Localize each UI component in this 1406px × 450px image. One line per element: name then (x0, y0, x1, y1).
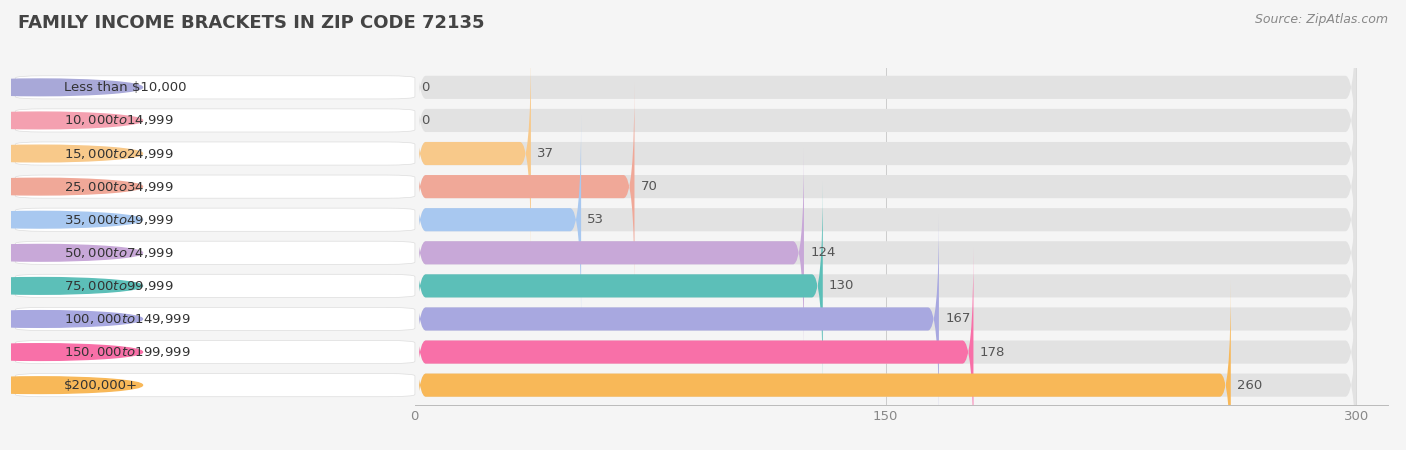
FancyBboxPatch shape (415, 248, 1357, 450)
Circle shape (0, 244, 142, 261)
FancyBboxPatch shape (415, 281, 1230, 450)
Text: 37: 37 (537, 147, 554, 160)
FancyBboxPatch shape (415, 215, 1357, 423)
Text: $25,000 to $34,999: $25,000 to $34,999 (65, 180, 174, 194)
Circle shape (0, 79, 142, 96)
FancyBboxPatch shape (415, 0, 1357, 192)
FancyBboxPatch shape (415, 182, 823, 390)
Text: Less than $10,000: Less than $10,000 (65, 81, 187, 94)
Circle shape (0, 310, 142, 327)
Circle shape (0, 344, 142, 360)
FancyBboxPatch shape (415, 82, 634, 291)
Circle shape (0, 212, 142, 228)
Text: $50,000 to $74,999: $50,000 to $74,999 (65, 246, 174, 260)
Text: Source: ZipAtlas.com: Source: ZipAtlas.com (1254, 14, 1388, 27)
Circle shape (0, 178, 142, 195)
Text: $75,000 to $99,999: $75,000 to $99,999 (65, 279, 174, 293)
FancyBboxPatch shape (15, 76, 415, 99)
FancyBboxPatch shape (15, 109, 415, 132)
FancyBboxPatch shape (415, 148, 1357, 357)
FancyBboxPatch shape (415, 50, 1357, 258)
Text: 124: 124 (810, 246, 835, 259)
Text: FAMILY INCOME BRACKETS IN ZIP CODE 72135: FAMILY INCOME BRACKETS IN ZIP CODE 72135 (18, 14, 485, 32)
Text: 70: 70 (641, 180, 658, 193)
Text: 178: 178 (980, 346, 1005, 359)
FancyBboxPatch shape (15, 374, 415, 397)
FancyBboxPatch shape (15, 307, 415, 331)
FancyBboxPatch shape (415, 281, 1357, 450)
Circle shape (0, 377, 142, 393)
FancyBboxPatch shape (415, 16, 1357, 225)
Text: 260: 260 (1237, 378, 1263, 392)
Text: $150,000 to $199,999: $150,000 to $199,999 (65, 345, 191, 359)
Text: 167: 167 (945, 312, 970, 325)
Text: $15,000 to $24,999: $15,000 to $24,999 (65, 147, 174, 161)
Text: 130: 130 (830, 279, 855, 292)
Text: $35,000 to $49,999: $35,000 to $49,999 (65, 213, 174, 227)
FancyBboxPatch shape (15, 341, 415, 364)
FancyBboxPatch shape (415, 116, 581, 324)
Text: 0: 0 (420, 81, 429, 94)
Text: $10,000 to $14,999: $10,000 to $14,999 (65, 113, 174, 127)
FancyBboxPatch shape (415, 248, 973, 450)
FancyBboxPatch shape (415, 50, 531, 258)
FancyBboxPatch shape (15, 274, 415, 297)
FancyBboxPatch shape (15, 142, 415, 165)
Text: $100,000 to $149,999: $100,000 to $149,999 (65, 312, 191, 326)
FancyBboxPatch shape (415, 148, 804, 357)
Circle shape (0, 112, 142, 129)
FancyBboxPatch shape (15, 208, 415, 231)
FancyBboxPatch shape (415, 82, 1357, 291)
Circle shape (0, 145, 142, 162)
FancyBboxPatch shape (415, 116, 1357, 324)
FancyBboxPatch shape (15, 175, 415, 198)
FancyBboxPatch shape (15, 241, 415, 265)
Text: $200,000+: $200,000+ (65, 378, 138, 392)
Text: 53: 53 (588, 213, 605, 226)
Circle shape (0, 278, 142, 294)
FancyBboxPatch shape (415, 182, 1357, 390)
Text: 0: 0 (420, 114, 429, 127)
FancyBboxPatch shape (415, 215, 939, 423)
